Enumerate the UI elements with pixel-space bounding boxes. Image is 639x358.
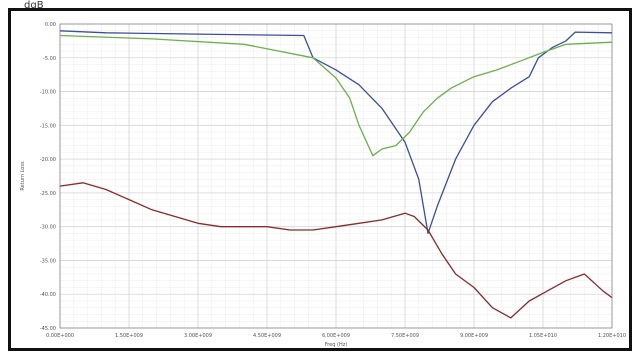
x-tick-label: 6.00E+009: [322, 333, 350, 339]
y-tick-label: -10.00: [40, 90, 56, 96]
y-tick-label: -25.00: [40, 191, 56, 197]
series-line-3: [59, 182, 613, 319]
x-tick-labels: 0.00E+000 1.50E+009 3.00E+009 4.50E+009 6.00…: [46, 333, 626, 339]
top-label: dgB: [24, 0, 44, 11]
x-tick-label: 9.00E+009: [460, 333, 488, 339]
y-tick-label: -5.00: [43, 56, 56, 62]
plot-border: [59, 23, 613, 329]
series-line-1: [59, 30, 613, 235]
y-tick-label: -45.00: [40, 326, 56, 332]
y-tick-label: -15.00: [40, 123, 56, 129]
x-tick-label: 1.20E+010: [598, 333, 626, 339]
y-tick-label: -30.00: [40, 225, 56, 231]
x-tick-label: 0.00E+000: [46, 333, 74, 339]
y-tick-label: -40.00: [40, 292, 56, 298]
y-axis-title: Return Loss: [20, 161, 26, 191]
series-layer: [59, 30, 613, 319]
x-axis-title: Freq (Hz): [325, 342, 348, 348]
x-tick-label: 4.50E+009: [253, 333, 281, 339]
y-tick-label: 0.00: [45, 22, 56, 28]
series-line-2: [59, 34, 613, 157]
y-tick-label: -35.00: [40, 258, 56, 264]
x-tick-label: 3.00E+009: [184, 333, 212, 339]
y-tick-label: -20.00: [40, 157, 56, 163]
x-tick-label: 1.05E+010: [529, 333, 557, 339]
x-tick-label: 1.50E+009: [115, 333, 143, 339]
grid: [59, 23, 613, 329]
x-tick-label: 7.50E+009: [391, 333, 419, 339]
y-tick-labels: 0.00 -5.00 -10.00 -15.00 -20.00 -25.00 -30.00 -…: [40, 22, 56, 332]
